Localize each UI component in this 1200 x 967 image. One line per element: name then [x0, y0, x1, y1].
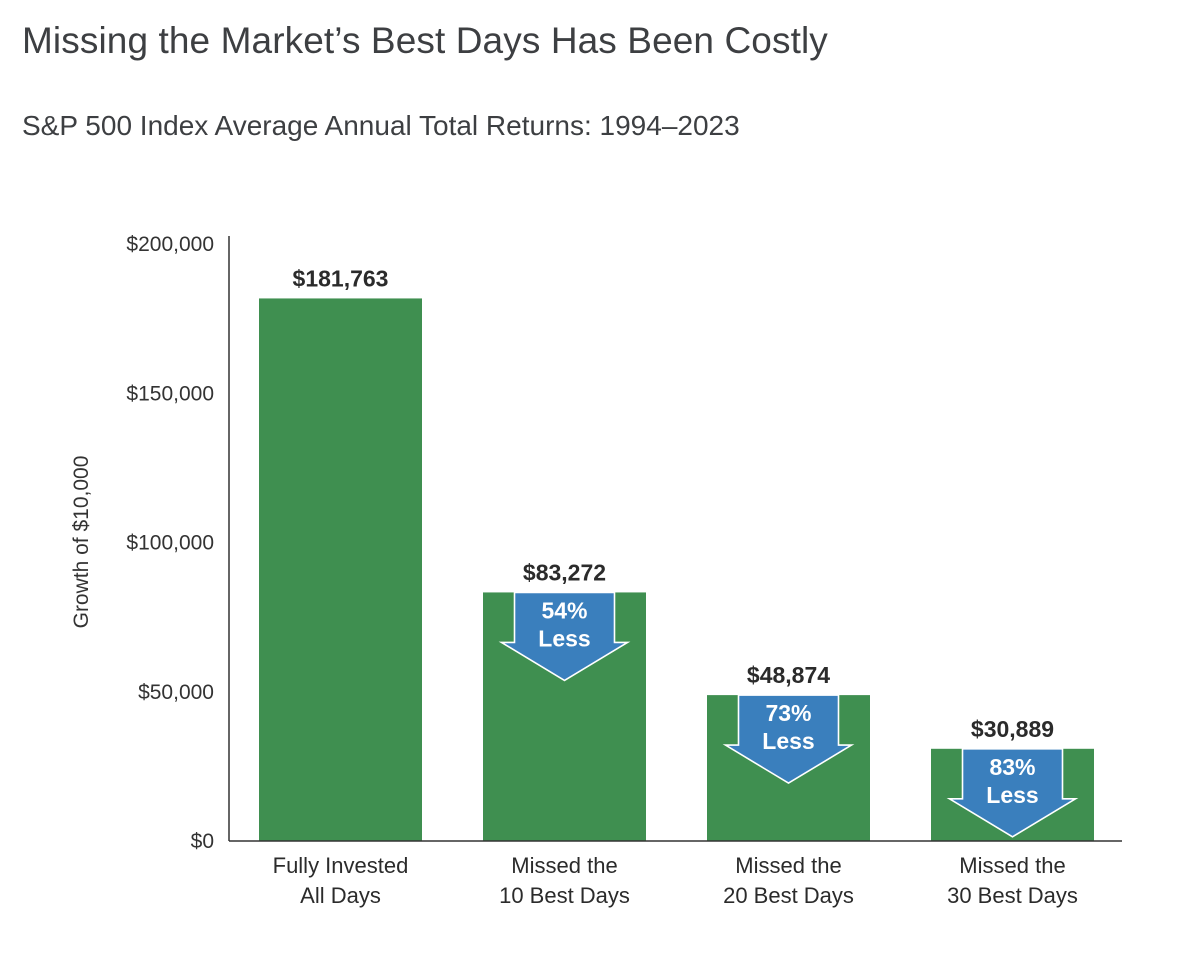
x-tick-label: Missed the: [511, 853, 617, 878]
data-label: $83,272: [523, 559, 606, 585]
y-tick-label: $200,000: [126, 233, 214, 256]
y-axis-title: Growth of $10,000: [70, 456, 93, 629]
y-tick-label: $50,000: [138, 681, 214, 704]
page-subtitle: S&P 500 Index Average Annual Total Retur…: [22, 110, 740, 141]
reduction-label: Less: [986, 782, 1038, 808]
x-tick-label: Missed the: [735, 853, 841, 878]
page-title: Missing the Market’s Best Days Has Been …: [22, 20, 828, 61]
y-tick-label: $0: [191, 830, 214, 853]
down-arrow-icon: [946, 747, 1079, 838]
bar: [259, 298, 422, 841]
reduction-label: 73%: [765, 700, 811, 726]
x-tick-label: 30 Best Days: [947, 883, 1078, 908]
reduction-label: Less: [762, 728, 814, 754]
reduction-label: 83%: [989, 754, 1035, 780]
down-arrow-icon: [722, 694, 855, 785]
down-arrow-icon: [498, 591, 631, 682]
axis-layer: Fully Invested All Days Missed the 10 Best …: [126, 233, 1122, 908]
y-tick-label: $100,000: [126, 532, 214, 555]
x-tick-label: All Days: [300, 883, 381, 908]
data-label: $48,874: [747, 662, 830, 688]
data-label: $30,889: [971, 716, 1054, 742]
x-tick-label: Missed the: [959, 853, 1065, 878]
y-tick-label: $150,000: [126, 382, 214, 405]
data-label: $181,763: [293, 265, 389, 291]
reduction-label: 54%: [541, 597, 587, 623]
x-tick-label: 20 Best Days: [723, 883, 854, 908]
reduction-label: Less: [538, 625, 590, 651]
x-tick-label: Fully Invested: [273, 853, 409, 878]
x-tick-label: 10 Best Days: [499, 883, 630, 908]
